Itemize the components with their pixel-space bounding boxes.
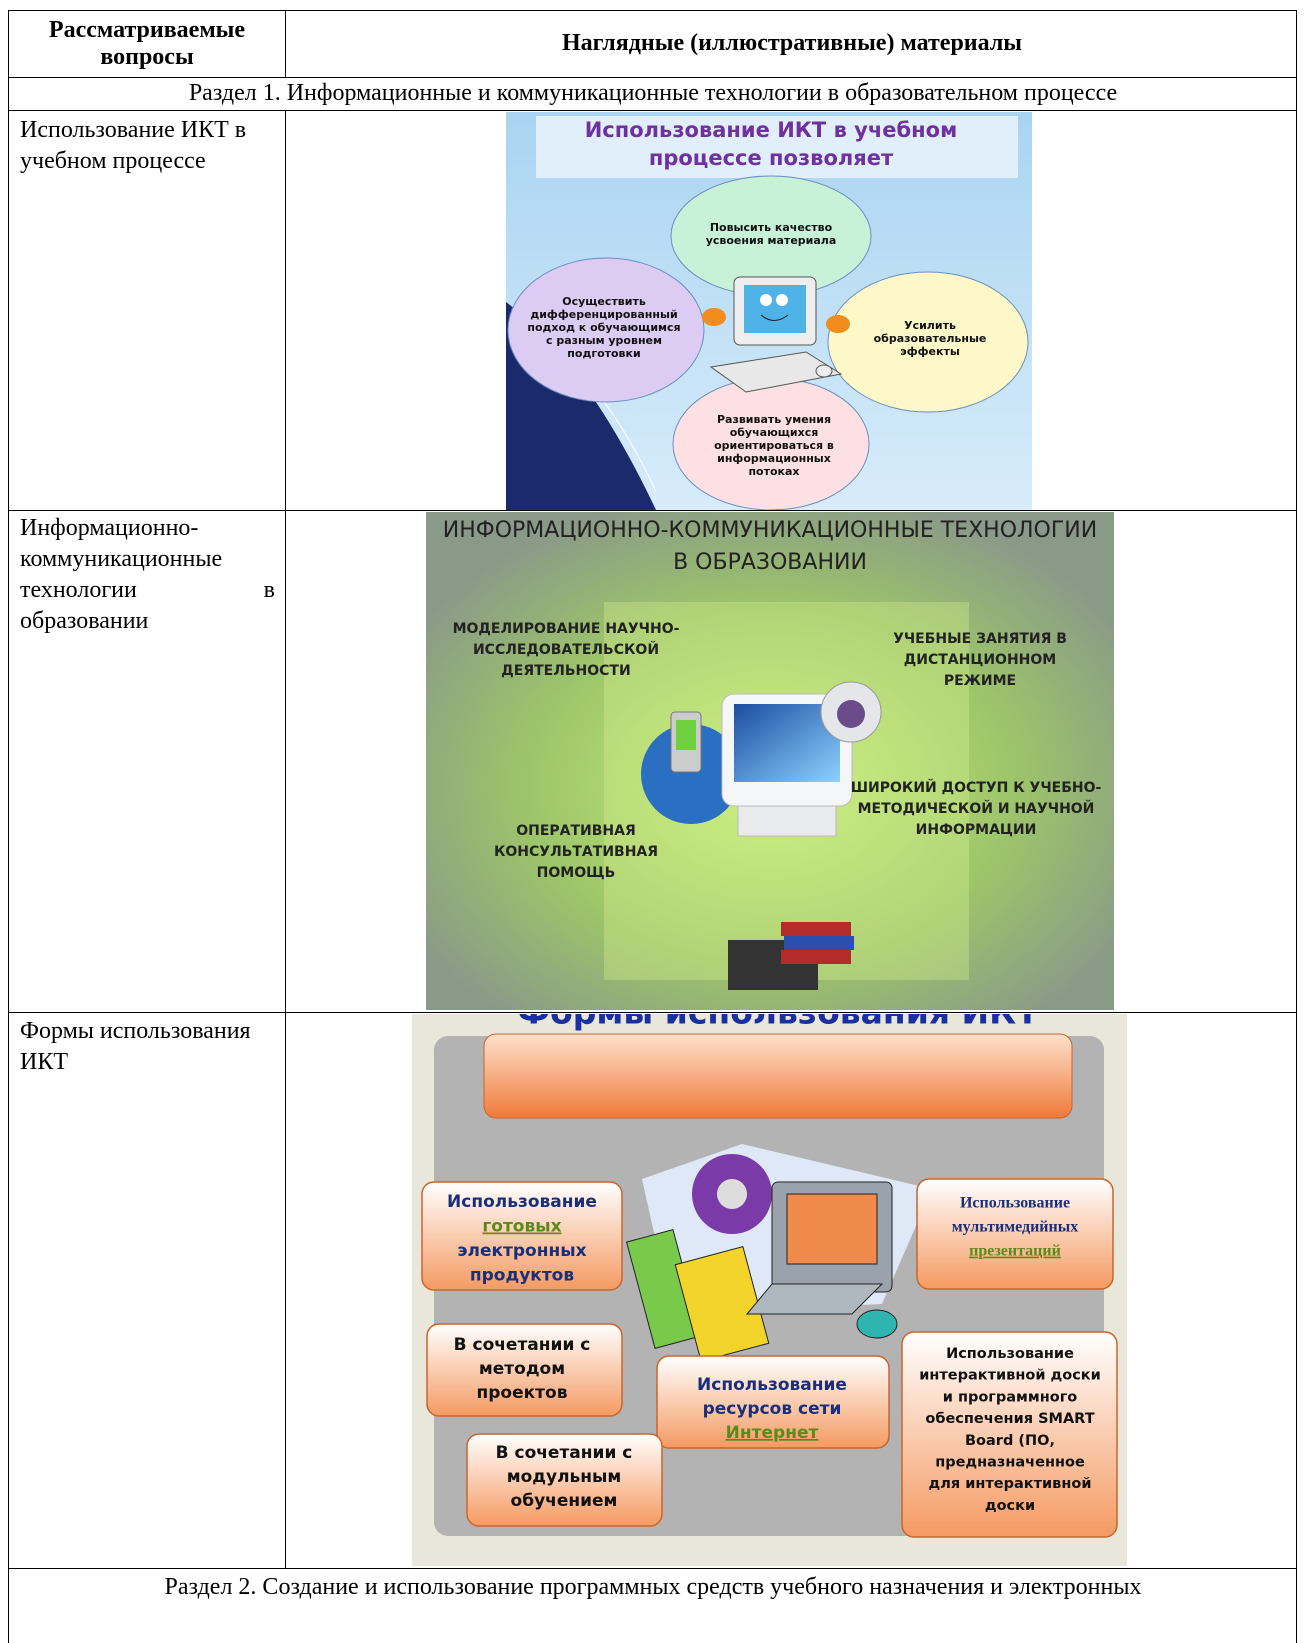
illustration: Использование ИКТ в учебном процессе позв… (506, 112, 1032, 510)
bubble (827, 271, 1029, 413)
image-text: процессе позволяет (649, 146, 894, 170)
rule (8, 10, 9, 1643)
globe (641, 724, 741, 824)
callout-box (901, 1331, 1118, 1538)
image-text: готовых (482, 1217, 561, 1237)
illustration: Формы использования ИКТ Использование гото… (412, 1014, 1127, 1566)
image-text: ОПЕРАТИВНАЯ (516, 823, 636, 839)
image-text: для интерактивной (929, 1476, 1092, 1492)
image-text: интерактивной доски (919, 1368, 1101, 1384)
image-text: Интернет (726, 1423, 819, 1443)
image-text: Осуществить (562, 295, 646, 308)
image-text: проектов (477, 1383, 568, 1403)
image-text: методом (479, 1359, 565, 1379)
rule (285, 10, 286, 77)
topic: Формы использования ИКТ (20, 1018, 251, 1075)
image-text: В сочетании с (496, 1443, 633, 1463)
rule (8, 1012, 1297, 1013)
image-text: Использование (697, 1375, 847, 1395)
image-text: образовательные (874, 332, 987, 345)
image-text: Board (ПО, (965, 1433, 1055, 1449)
image-text: Использование (946, 1346, 1074, 1362)
image-text: ПОМОЩЬ (537, 865, 616, 881)
image-text: ориентироваться в (714, 439, 834, 452)
image-text: ДИСТАНЦИОННОМ (904, 652, 1056, 668)
header-cell: Рассматриваемые вопросы (48, 17, 246, 70)
rule (8, 110, 1297, 111)
callout-box (421, 1181, 623, 1291)
image-text: дифференцированный (530, 308, 677, 321)
image-text: Развивать умения (717, 413, 831, 426)
image-text: модульным (507, 1467, 622, 1487)
image-text: подход к обучающимся (527, 321, 680, 334)
callout-box (916, 1178, 1114, 1290)
section-title: Раздел 2. Создание и использование прогр… (164, 1574, 1142, 1600)
banner (536, 116, 1018, 178)
image-text: ИССЛЕДОВАТЕЛЬСКОЙ (473, 641, 659, 658)
image-text: КОНСУЛЬТАТИВНАЯ (494, 844, 658, 860)
image-text: РЕЖИМЕ (944, 673, 1016, 689)
image-text: ШИРОКИЙ ДОСТУП К УЧЕБНО- (851, 779, 1102, 796)
image-text: мультимедийных (952, 1219, 1078, 1236)
callout-box (466, 1433, 663, 1527)
header-cell: Наглядные (иллюстративные) материалы (561, 30, 1023, 56)
keyboard (745, 1283, 884, 1315)
image-text: эффекты (900, 345, 960, 358)
rule (285, 110, 286, 1568)
image-text: УЧЕБНЫЕ ЗАНЯТИЯ В (893, 631, 1067, 647)
image-text: усвоения материала (706, 234, 837, 247)
image-text: продуктов (470, 1266, 574, 1286)
callout-box (656, 1355, 890, 1449)
image-text: и программного (943, 1389, 1078, 1405)
section-title: Раздел 1. Информационные и коммуникацион… (188, 80, 1118, 106)
image-text: с разным уровнем (546, 334, 662, 347)
image-text: ИНФОРМАЦИИ (916, 822, 1037, 838)
image-text: доски (985, 1498, 1035, 1514)
screen (744, 285, 806, 333)
image-text: Использование (960, 1195, 1070, 1212)
image-text: обеспечения SMART (925, 1411, 1094, 1427)
image-text: Использование (447, 1192, 597, 1212)
image-text: В сочетании с (454, 1335, 591, 1355)
image-text: потоках (748, 465, 799, 478)
book (674, 1246, 770, 1362)
rule (8, 77, 1297, 78)
rule (1296, 10, 1297, 1643)
image-text: предназначенное (935, 1455, 1085, 1471)
topic: Использование ИКТ в учебном процессе (20, 117, 247, 174)
topic-text: Информационно-коммуникационные технологи… (20, 515, 275, 634)
bubble (507, 257, 705, 403)
banner (483, 1033, 1073, 1119)
image-text: информационных (717, 452, 831, 465)
image-text: презентаций (969, 1243, 1061, 1260)
keyboard (709, 351, 843, 393)
image-text: Усилить (904, 319, 956, 332)
image-text: В ОБРАЗОВАНИИ (673, 550, 867, 575)
image-text: Повысить качество (710, 221, 833, 234)
image-text: электронных (457, 1241, 586, 1261)
rule (8, 10, 1297, 11)
illustration: ИНФОРМАЦИОННО-КОММУНИКАЦИОННЫЕ ТЕХНОЛОГИ… (426, 512, 1114, 1010)
image-text: ИНФОРМАЦИОННО-КОММУНИКАЦИОННЫЕ ТЕХНОЛОГИ… (443, 518, 1097, 543)
callout-box (426, 1323, 623, 1417)
image-text: подготовки (567, 347, 640, 360)
image-text: ДЕЯТЕЛЬНОСТИ (501, 663, 630, 679)
image-text: Формы использования ИКТ (517, 1014, 1039, 1032)
image-text: МЕТОДИЧЕСКОЙ И НАУЧНОЙ (858, 800, 1095, 817)
image-text: обучением (511, 1491, 618, 1511)
image-text: ресурсов сети (703, 1399, 842, 1419)
rule (8, 1568, 1297, 1569)
topic: Информационно-коммуникационные технологи… (20, 513, 275, 637)
image-text: Использование ИКТ в учебном (585, 118, 958, 142)
image-text: обучающихся (730, 426, 819, 439)
rule (8, 510, 1297, 511)
image-text: МОДЕЛИРОВАНИЕ НАУЧНО- (453, 621, 680, 637)
